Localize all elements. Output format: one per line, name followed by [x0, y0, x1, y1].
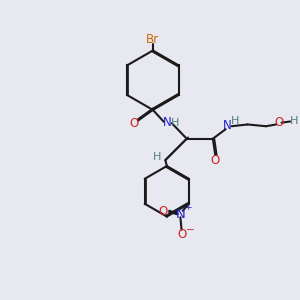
Text: H: H — [231, 116, 239, 126]
Text: N: N — [163, 116, 171, 129]
Text: H: H — [290, 116, 298, 126]
Text: O: O — [158, 206, 168, 218]
Text: Br: Br — [146, 33, 159, 46]
Text: O: O — [211, 154, 220, 167]
Text: O: O — [177, 228, 186, 241]
Text: H: H — [171, 118, 179, 128]
Text: H: H — [153, 152, 161, 161]
Text: N: N — [223, 118, 232, 132]
Text: +: + — [184, 202, 192, 211]
Text: O: O — [130, 117, 139, 130]
Text: −: − — [186, 225, 194, 235]
Text: O: O — [274, 116, 284, 129]
Text: N: N — [176, 208, 185, 221]
